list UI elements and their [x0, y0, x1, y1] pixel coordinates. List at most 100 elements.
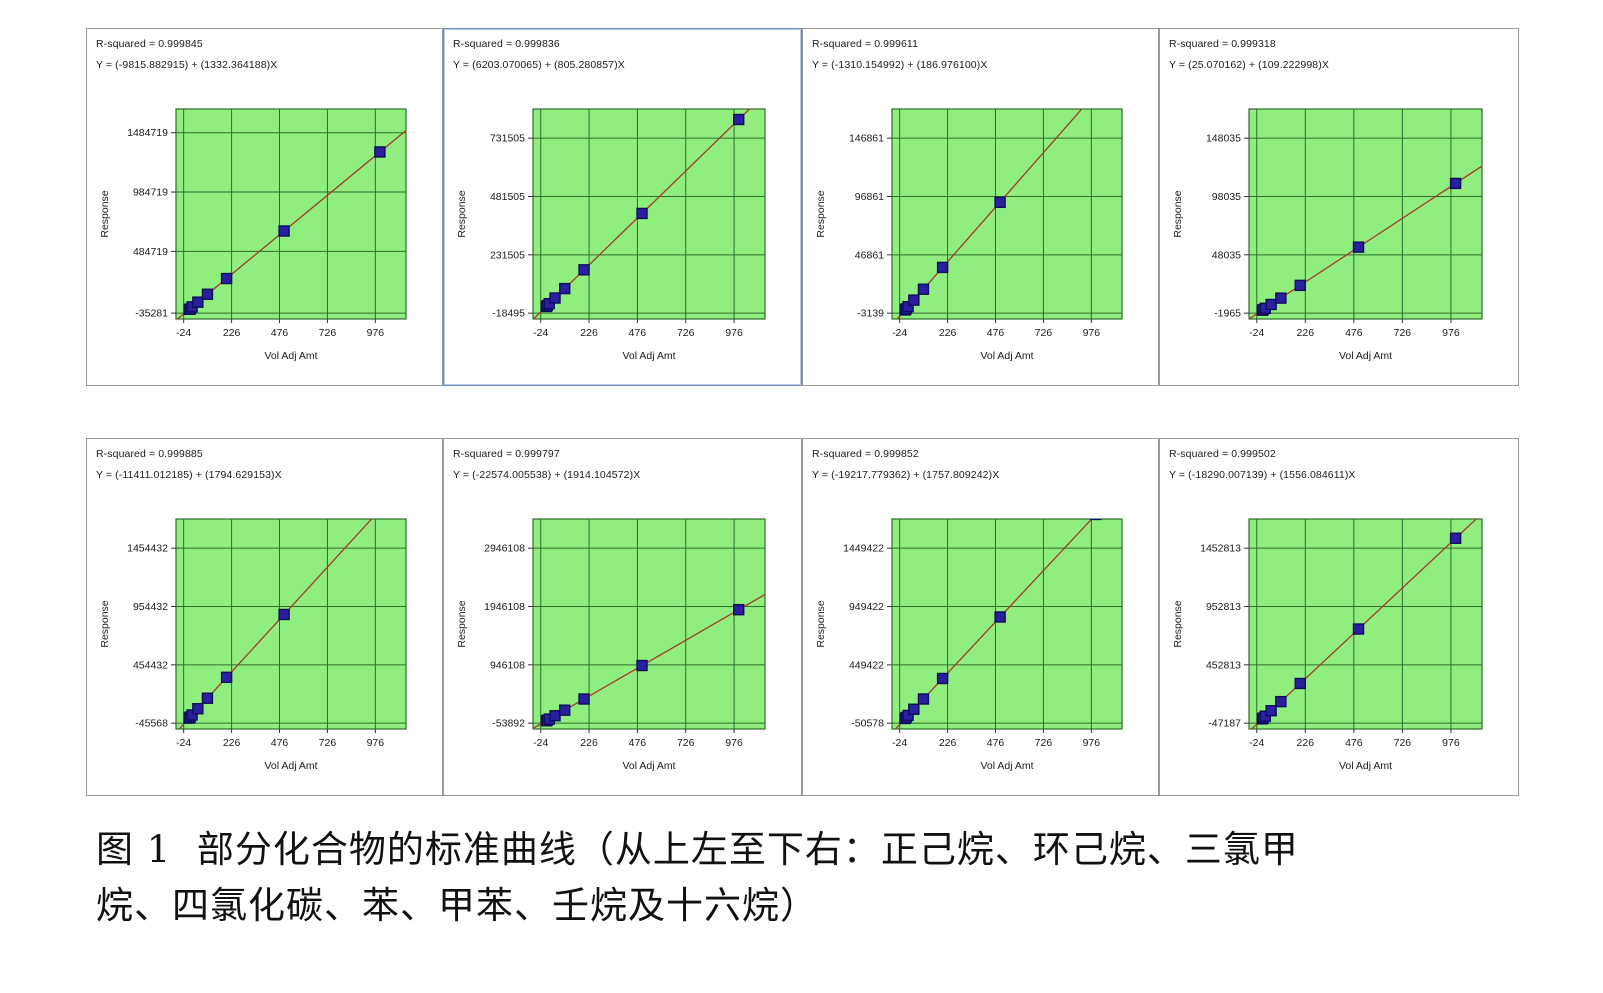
data-point-marker[interactable]: [1352, 623, 1365, 635]
data-point-marker[interactable]: [1294, 677, 1306, 690]
data-point-marker[interactable]: [374, 146, 386, 158]
calibration-chart-panel[interactable]: R-squared = 0.999852 Y = (-19217.779362) …: [802, 438, 1159, 796]
data-point-marker[interactable]: [733, 603, 745, 616]
y-axis-tick-label: 954432: [133, 601, 168, 613]
figure-caption-line-2: 烷、四氯化碳、苯、甲苯、壬烷及十六烷）: [96, 884, 818, 928]
x-axis-tick-label: 476: [271, 327, 289, 339]
data-point-marker[interactable]: [201, 288, 214, 300]
calibration-chart-panel[interactable]: R-squared = 0.999836 Y = (6203.070065) + …: [443, 28, 802, 386]
data-point-marker[interactable]: [902, 709, 914, 722]
calibration-chart-panel[interactable]: R-squared = 0.999502 Y = (-18290.007139) …: [1159, 438, 1519, 796]
x-axis-tick-label: 726: [677, 737, 695, 749]
data-point-marker[interactable]: [902, 300, 914, 313]
y-axis-tick-label: -18495: [492, 308, 525, 320]
y-axis-tick-label: 731505: [490, 133, 525, 145]
data-point-marker[interactable]: [1294, 279, 1306, 292]
regression-equation-label: Y = (25.070162) + (109.222998)X: [1169, 59, 1329, 72]
x-axis-tick-label: 726: [1035, 327, 1053, 339]
y-axis-tick-label: 46861: [855, 249, 884, 261]
x-axis-title: Vol Adj Amt: [1339, 760, 1392, 772]
data-point-marker[interactable]: [278, 225, 290, 237]
y-axis-tick-label: 148035: [1206, 133, 1241, 145]
x-axis-tick-label: 476: [1345, 737, 1363, 749]
figure-caption: 图 1 部分化合物的标准曲线（从上左至下右：正己烷、环己烷、三氯甲 烷、四氯化碳…: [0, 822, 1603, 934]
data-point-marker[interactable]: [220, 671, 233, 684]
r-squared-label: R-squared = 0.999852: [812, 448, 919, 460]
data-point-marker[interactable]: [559, 704, 571, 716]
calibration-chart-panel[interactable]: R-squared = 0.999885 Y = (-11411.012185) …: [86, 438, 443, 796]
y-axis-tick-label: 1484719: [127, 127, 168, 139]
x-axis-tick-label: -24: [533, 737, 548, 749]
data-point-marker[interactable]: [936, 672, 949, 685]
regression-stats: R-squared = 0.999797 Y = (-22574.005538) …: [453, 446, 640, 484]
x-axis-tick-label: 976: [1442, 327, 1460, 339]
data-point-marker[interactable]: [578, 693, 590, 705]
calibration-chart-panel[interactable]: R-squared = 0.999318 Y = (25.070162) + (1…: [1159, 28, 1519, 386]
x-axis-title: Vol Adj Amt: [264, 760, 317, 772]
scatter-plot: 2946108 1946108 946108 -53892 -24 226 476 726 97…: [456, 518, 766, 772]
calibration-chart-panel[interactable]: R-squared = 0.999845 Y = (-9815.882915) +…: [86, 28, 443, 386]
data-point-marker[interactable]: [908, 294, 920, 306]
data-point-marker[interactable]: [636, 659, 648, 672]
y-axis-tick-label: 96861: [855, 191, 884, 203]
data-point-marker[interactable]: [1449, 177, 1462, 190]
data-point-marker[interactable]: [908, 703, 920, 715]
data-point-group: [1256, 532, 1462, 725]
data-point-marker[interactable]: [1265, 298, 1277, 311]
x-axis-tick-label: 226: [580, 327, 598, 339]
y-axis-tick-label: 949422: [849, 601, 884, 613]
calibration-chart-panel[interactable]: R-squared = 0.999797 Y = (-22574.005538) …: [443, 438, 802, 796]
data-point-marker[interactable]: [375, 505, 385, 515]
regression-fit-line: [533, 109, 751, 319]
data-point-marker[interactable]: [186, 709, 198, 721]
y-axis-title: Response: [456, 190, 468, 237]
y-axis-title: Response: [456, 600, 468, 647]
data-point-marker[interactable]: [220, 272, 233, 285]
x-axis-tick-label: 226: [223, 737, 241, 749]
x-axis-tick-label: 476: [629, 737, 647, 749]
data-point-marker[interactable]: [994, 611, 1006, 623]
data-point-marker[interactable]: [192, 296, 204, 308]
scatter-plot: 148035 98035 48035 -1965 -24 226 476 726 976 Vol …: [1172, 108, 1483, 362]
x-axis-tick-label: 726: [319, 737, 337, 749]
r-squared-label: R-squared = 0.999885: [96, 448, 203, 460]
x-axis-tick-label: -24: [892, 327, 907, 339]
data-point-marker[interactable]: [192, 703, 204, 715]
data-point-marker[interactable]: [559, 282, 571, 295]
x-axis-tick-label: 726: [319, 327, 337, 339]
y-axis-tick-label: -35281: [135, 308, 168, 320]
x-axis-tick-label: 226: [939, 737, 957, 749]
data-point-marker[interactable]: [936, 261, 949, 274]
calibration-chart-panel[interactable]: R-squared = 0.999611 Y = (-1310.154992) +…: [802, 28, 1159, 386]
data-point-marker[interactable]: [549, 710, 561, 722]
y-axis-tick-label: 146861: [849, 133, 884, 145]
regression-equation-label: Y = (-18290.007139) + (1556.084611)X: [1169, 469, 1356, 482]
data-point-marker[interactable]: [994, 196, 1006, 209]
data-point-marker[interactable]: [1265, 705, 1277, 717]
x-axis-tick-label: 226: [939, 327, 957, 339]
data-point-marker[interactable]: [733, 113, 745, 126]
regression-fit-line: [533, 593, 765, 729]
regression-equation-label: Y = (-19217.779362) + (1757.809242)X: [812, 469, 1000, 482]
regression-stats: R-squared = 0.999502 Y = (-18290.007139) …: [1169, 446, 1356, 484]
regression-stats: R-squared = 0.999611 Y = (-1310.154992) +…: [812, 36, 987, 74]
regression-equation-label: Y = (-1310.154992) + (186.976100)X: [812, 59, 988, 72]
y-axis-tick-label: 449422: [849, 659, 884, 671]
data-point-marker[interactable]: [1449, 532, 1462, 544]
data-point-marker[interactable]: [636, 207, 648, 220]
data-point-marker[interactable]: [278, 608, 290, 621]
data-point-marker[interactable]: [917, 283, 930, 295]
data-point-marker[interactable]: [201, 692, 214, 704]
data-point-marker[interactable]: [1091, 88, 1101, 98]
x-axis-tick-label: 976: [367, 737, 385, 749]
regression-fit-line: [894, 519, 1093, 729]
data-point-marker[interactable]: [1090, 509, 1102, 521]
data-point-marker[interactable]: [1275, 292, 1287, 304]
data-point-marker[interactable]: [578, 264, 590, 276]
data-point-marker[interactable]: [1352, 241, 1365, 253]
x-axis-tick-label: 726: [677, 327, 695, 339]
data-point-marker[interactable]: [549, 292, 561, 304]
data-point-marker[interactable]: [1275, 695, 1287, 708]
data-point-marker[interactable]: [917, 693, 930, 705]
y-axis-tick-label: 452813: [1206, 659, 1241, 671]
